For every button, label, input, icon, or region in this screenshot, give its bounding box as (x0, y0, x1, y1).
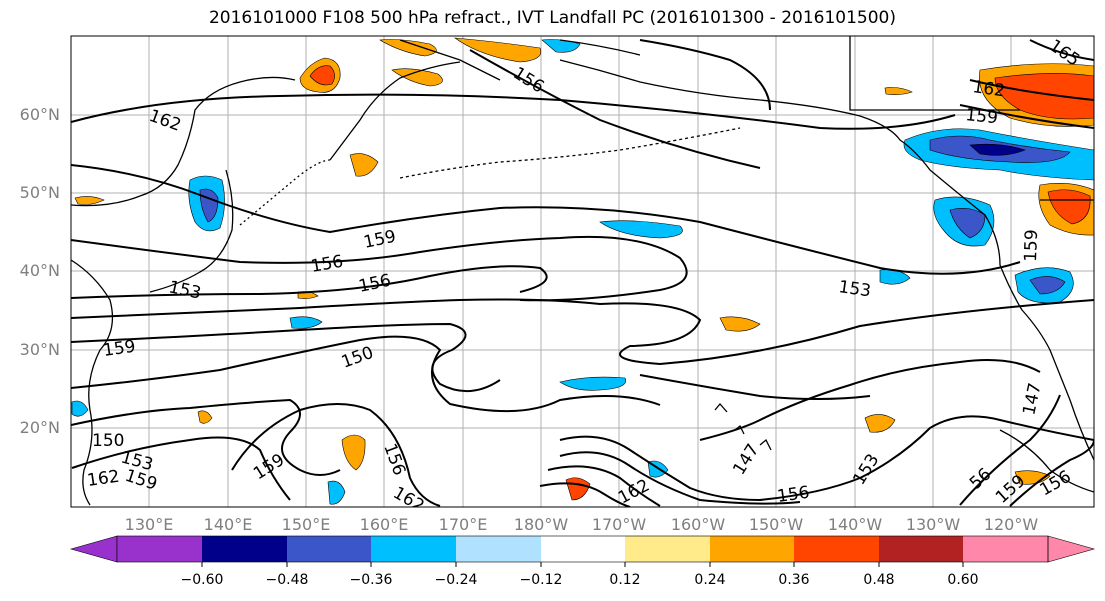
gridlines (71, 36, 1094, 507)
patch-southwest-orange (341, 434, 366, 471)
kuril-chain (239, 159, 331, 226)
contour-label: 150 (92, 431, 124, 451)
lon-label: 150°W (748, 515, 804, 534)
contour-label: 159 (102, 337, 137, 361)
lon-label: 130°E (124, 515, 174, 534)
colorbar-tick-label: 0.60 (947, 572, 979, 588)
colorbar-segment (202, 536, 287, 562)
patch-southeast-orange (864, 414, 896, 433)
alaska-coast (559, 59, 1094, 461)
colorbar-tick-label: 0.36 (778, 572, 810, 588)
colorbar-segment (625, 536, 710, 562)
patch-oregon-red (1047, 189, 1091, 225)
contour-label: 159 (1021, 229, 1042, 262)
colorbar-segment (879, 536, 963, 562)
lon-label: 130°W (905, 515, 961, 534)
colorbar-extend-high (1047, 535, 1096, 563)
colorbar-tick-label: 0.24 (694, 572, 726, 588)
patch-bc-red (994, 73, 1094, 120)
patch-alaska-blue (541, 39, 581, 53)
lat-label: 60°N (19, 105, 60, 124)
lat-label: 20°N (19, 418, 60, 437)
colorbar-tick-label: −0.36 (349, 572, 393, 588)
mexico-coast (999, 429, 1094, 493)
china-coast (71, 259, 114, 506)
hawaii-islands (714, 402, 772, 451)
patch-midpac-blue (599, 220, 683, 239)
colorbar-extend-low (69, 535, 118, 563)
patch-calif-darkblue (1029, 276, 1066, 295)
lon-label: 170°E (438, 515, 488, 534)
colorbar-tick-label: −0.60 (180, 572, 224, 588)
contour-label: 159 (964, 105, 998, 128)
map-frame (70, 35, 1095, 508)
contour-label: 162 (86, 467, 121, 491)
colorbar-segment (117, 536, 202, 562)
colorbar-segment (371, 536, 456, 562)
patch-alaska-orange (453, 37, 542, 63)
lat-label: 40°N (19, 261, 60, 280)
colorbar-segment (710, 536, 794, 562)
colorbar-segment (794, 536, 879, 562)
patch-bering-orange-2 (391, 68, 443, 87)
lon-label: 160°W (670, 515, 726, 534)
patch-small-orange-5 (197, 410, 213, 424)
colorbar-tick-label: −0.24 (434, 572, 478, 588)
kamchatka-coast (329, 61, 461, 161)
lon-label: 170°W (591, 515, 647, 534)
lon-label: 140°W (827, 515, 883, 534)
colorbar-tick-label: −0.12 (519, 572, 563, 588)
shading-patches (71, 37, 1094, 505)
contour-lines (71, 39, 1094, 507)
patch-west-orange (719, 316, 761, 332)
patch-small-orange-3 (884, 87, 913, 95)
lat-label: 30°N (19, 340, 60, 359)
patch-subtrop-blue (559, 376, 626, 391)
patch-west-blue (289, 316, 323, 329)
canada-border (849, 36, 1094, 201)
colorbar-tick-label: 0.48 (863, 572, 895, 588)
coastlines (71, 36, 1094, 506)
contour-label: 162 (971, 77, 1006, 101)
lon-label: 150°E (281, 515, 331, 534)
lon-label: 140°E (203, 515, 253, 534)
colorbar (69, 535, 1096, 567)
map-title: 2016101000 F108 500 hPa refract., IVT La… (208, 8, 896, 28)
colorbar-tick-label: −0.48 (265, 572, 309, 588)
patch-southeast-orange-2 (1014, 470, 1051, 485)
colorbar-tick-label: 0.12 (609, 572, 641, 588)
patch-small-blue-1 (71, 400, 89, 417)
patch-gulf-navy (969, 143, 1026, 156)
patch-small-orange-1 (74, 196, 105, 205)
colorbar-segment (287, 536, 371, 562)
lon-label: 160°E (359, 515, 409, 534)
patch-small-orange-2 (349, 153, 379, 177)
contour-label: 153 (837, 277, 872, 301)
map-panel: 162 156 165 162 159 159 156 156 153 153 … (71, 36, 1094, 507)
colorbar-segment (963, 536, 1048, 562)
lat-label: 50°N (19, 183, 60, 202)
patch-kamchatka-red (309, 65, 335, 86)
colorbar-segment (456, 536, 541, 562)
patch-southwest-blue (327, 480, 346, 505)
japan-coast (149, 169, 234, 293)
lon-label: 120°W (983, 515, 1039, 534)
bering-coast (399, 39, 641, 81)
lon-label: 180°W (513, 515, 569, 534)
contour-label: 156 (776, 483, 811, 507)
asia-coast (71, 76, 296, 207)
patch-bering-orange (379, 39, 437, 57)
colorbar-segment (541, 536, 625, 562)
patch-coast-darkblue (949, 208, 986, 239)
